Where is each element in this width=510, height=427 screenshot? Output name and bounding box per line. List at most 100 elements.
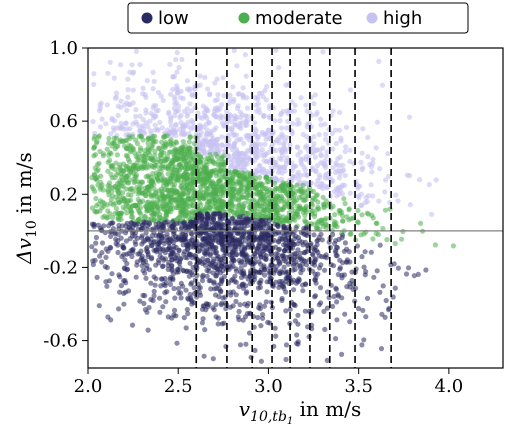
scatter-point-low xyxy=(180,236,186,242)
scatter-point-low xyxy=(171,285,177,292)
scatter-point-low xyxy=(137,298,143,304)
scatter-point-moderate xyxy=(114,172,120,178)
scatter-point-high xyxy=(296,176,302,182)
scatter-point-moderate xyxy=(142,151,149,157)
scatter-point-high xyxy=(342,173,348,179)
scatter-point-low xyxy=(191,223,197,229)
scatter-point-low xyxy=(312,277,318,283)
scatter-point-high xyxy=(129,62,135,68)
scatter-point-low xyxy=(321,308,327,314)
scatter-point-moderate xyxy=(178,179,184,186)
scatter-point-low xyxy=(344,246,350,252)
scatter-point-high xyxy=(125,76,131,82)
scatter-point-moderate xyxy=(214,154,220,160)
scatter-point-low xyxy=(283,342,290,348)
scatter-point-high xyxy=(91,81,97,87)
scatter-point-low xyxy=(273,333,279,339)
scatter-point-moderate xyxy=(171,157,177,163)
scatter-point-high xyxy=(318,160,324,166)
scatter-point-low xyxy=(403,271,410,277)
scatter-point-moderate xyxy=(92,208,98,214)
scatter-point-low xyxy=(207,261,213,267)
scatter-point-low xyxy=(221,212,227,218)
scatter-point-high xyxy=(223,121,230,127)
scatter-point-low xyxy=(94,274,100,280)
scatter-point-high xyxy=(184,86,191,92)
scatter-point-high xyxy=(365,193,371,199)
scatter-point-low xyxy=(210,256,216,262)
scatter-point-moderate xyxy=(205,199,211,205)
scatter-point-low xyxy=(91,224,97,230)
scatter-point-high xyxy=(315,177,321,184)
scatter-point-high xyxy=(377,166,383,172)
scatter-point-moderate xyxy=(185,190,191,196)
scatter-point-moderate xyxy=(186,181,192,187)
scatter-point-low xyxy=(151,247,157,253)
scatter-point-high xyxy=(178,112,184,119)
scatter-point-low xyxy=(252,255,258,261)
scatter-point-high xyxy=(252,131,258,137)
scatter-point-low xyxy=(316,265,323,271)
scatter-point-high xyxy=(91,71,97,77)
scatter-point-low xyxy=(361,264,367,270)
scatter-point-moderate xyxy=(303,197,309,203)
scatter-point-low xyxy=(208,227,214,233)
scatter-point-high xyxy=(331,188,337,195)
scatter-point-low xyxy=(305,242,311,248)
scatter-point-low xyxy=(305,324,311,330)
scatter-point-low xyxy=(105,314,111,320)
scatter-point-high xyxy=(140,117,146,123)
scatter-point-low xyxy=(242,262,248,268)
scatter-point-high xyxy=(206,142,212,148)
scatter-point-low xyxy=(368,249,374,255)
scatter-point-low xyxy=(101,223,107,229)
scatter-point-low xyxy=(274,222,280,228)
scatter-point-low xyxy=(293,225,299,231)
scatter-point-low xyxy=(189,255,195,261)
scatter-point-moderate xyxy=(241,171,247,177)
scatter-point-low xyxy=(230,263,236,269)
scatter-point-low xyxy=(118,283,124,289)
scatter-point-low xyxy=(334,299,340,305)
scatter-point-low xyxy=(240,213,246,219)
scatter-point-moderate xyxy=(216,195,222,201)
scatter-point-low xyxy=(241,226,247,232)
scatter-point-high xyxy=(324,171,330,177)
scatter-point-low xyxy=(258,358,264,364)
scatter-point-moderate xyxy=(186,153,192,159)
scatter-point-high xyxy=(370,193,376,199)
scatter-point-high xyxy=(159,125,165,131)
scatter-point-high xyxy=(298,156,304,162)
scatter-point-moderate xyxy=(177,193,183,200)
scatter-point-low xyxy=(104,265,110,271)
x-axis-label: v10,tb1 in m/s xyxy=(239,397,362,427)
scatter-point-high xyxy=(335,184,342,190)
scatter-point-moderate xyxy=(260,182,266,188)
scatter-point-low xyxy=(183,233,189,239)
scatter-point-low xyxy=(169,263,175,269)
scatter-point-moderate xyxy=(129,134,136,140)
scatter-point-high xyxy=(144,78,150,84)
scatter-point-low xyxy=(281,242,287,248)
scatter-point-low xyxy=(243,238,249,244)
scatter-point-moderate xyxy=(281,204,288,210)
scatter-point-high xyxy=(177,95,184,101)
scatter-point-high xyxy=(133,107,139,113)
scatter-point-high xyxy=(124,107,130,113)
scatter-point-high xyxy=(219,102,225,108)
scatter-point-high xyxy=(155,127,161,133)
scatter-point-moderate xyxy=(147,152,153,158)
scatter-point-moderate xyxy=(220,188,226,194)
scatter-point-low xyxy=(363,314,369,320)
scatter-point-low xyxy=(176,247,182,253)
scatter-point-moderate xyxy=(316,206,322,212)
scatter-point-low xyxy=(355,305,362,312)
scatter-point-low xyxy=(276,239,282,245)
scatter-point-low xyxy=(173,313,179,319)
scatter-point-low xyxy=(190,272,196,278)
scatter-point-high xyxy=(104,102,110,108)
scatter-point-low xyxy=(204,245,210,252)
scatter-point-low xyxy=(145,327,151,333)
scatter-point-moderate xyxy=(172,146,178,152)
scatter-point-moderate xyxy=(128,147,134,153)
